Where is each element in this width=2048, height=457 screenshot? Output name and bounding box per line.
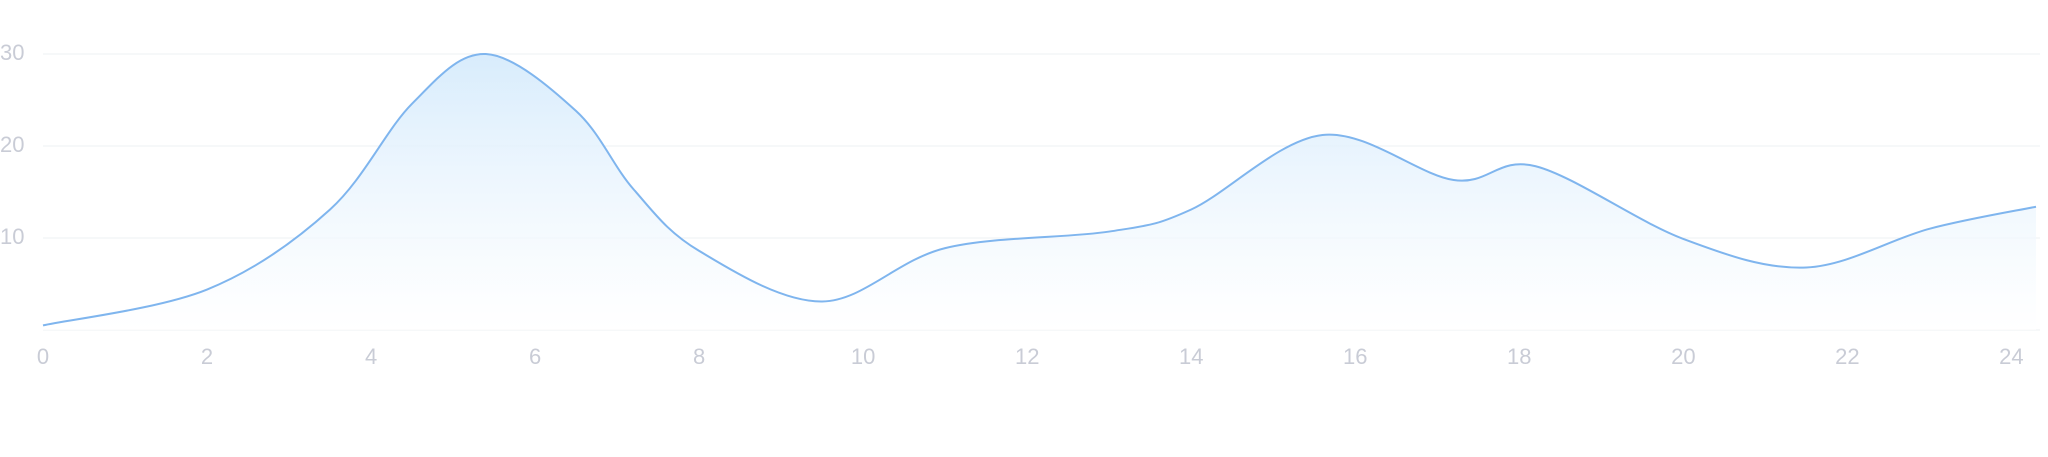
x-tick-label: 4	[365, 344, 377, 369]
x-tick-label: 12	[1015, 344, 1039, 369]
x-tick-label: 10	[851, 344, 875, 369]
x-tick-label: 16	[1343, 344, 1367, 369]
y-tick-label: 30	[0, 40, 24, 65]
area-line	[42, 52, 2037, 327]
x-tick-label: 0	[37, 344, 49, 369]
x-tick-label: 2	[201, 344, 213, 369]
x-tick-label: 20	[1671, 344, 1695, 369]
y-tick-label: 10	[0, 224, 24, 249]
area-fill	[43, 53, 2036, 330]
x-tick-label: 14	[1179, 344, 1203, 369]
x-tick-label: 22	[1835, 344, 1859, 369]
x-tick-label: 8	[693, 344, 705, 369]
x-tick-label: 6	[529, 344, 541, 369]
x-tick-label: 24	[1999, 344, 2023, 369]
x-tick-label: 18	[1507, 344, 1531, 369]
y-tick-label: 20	[0, 132, 24, 157]
